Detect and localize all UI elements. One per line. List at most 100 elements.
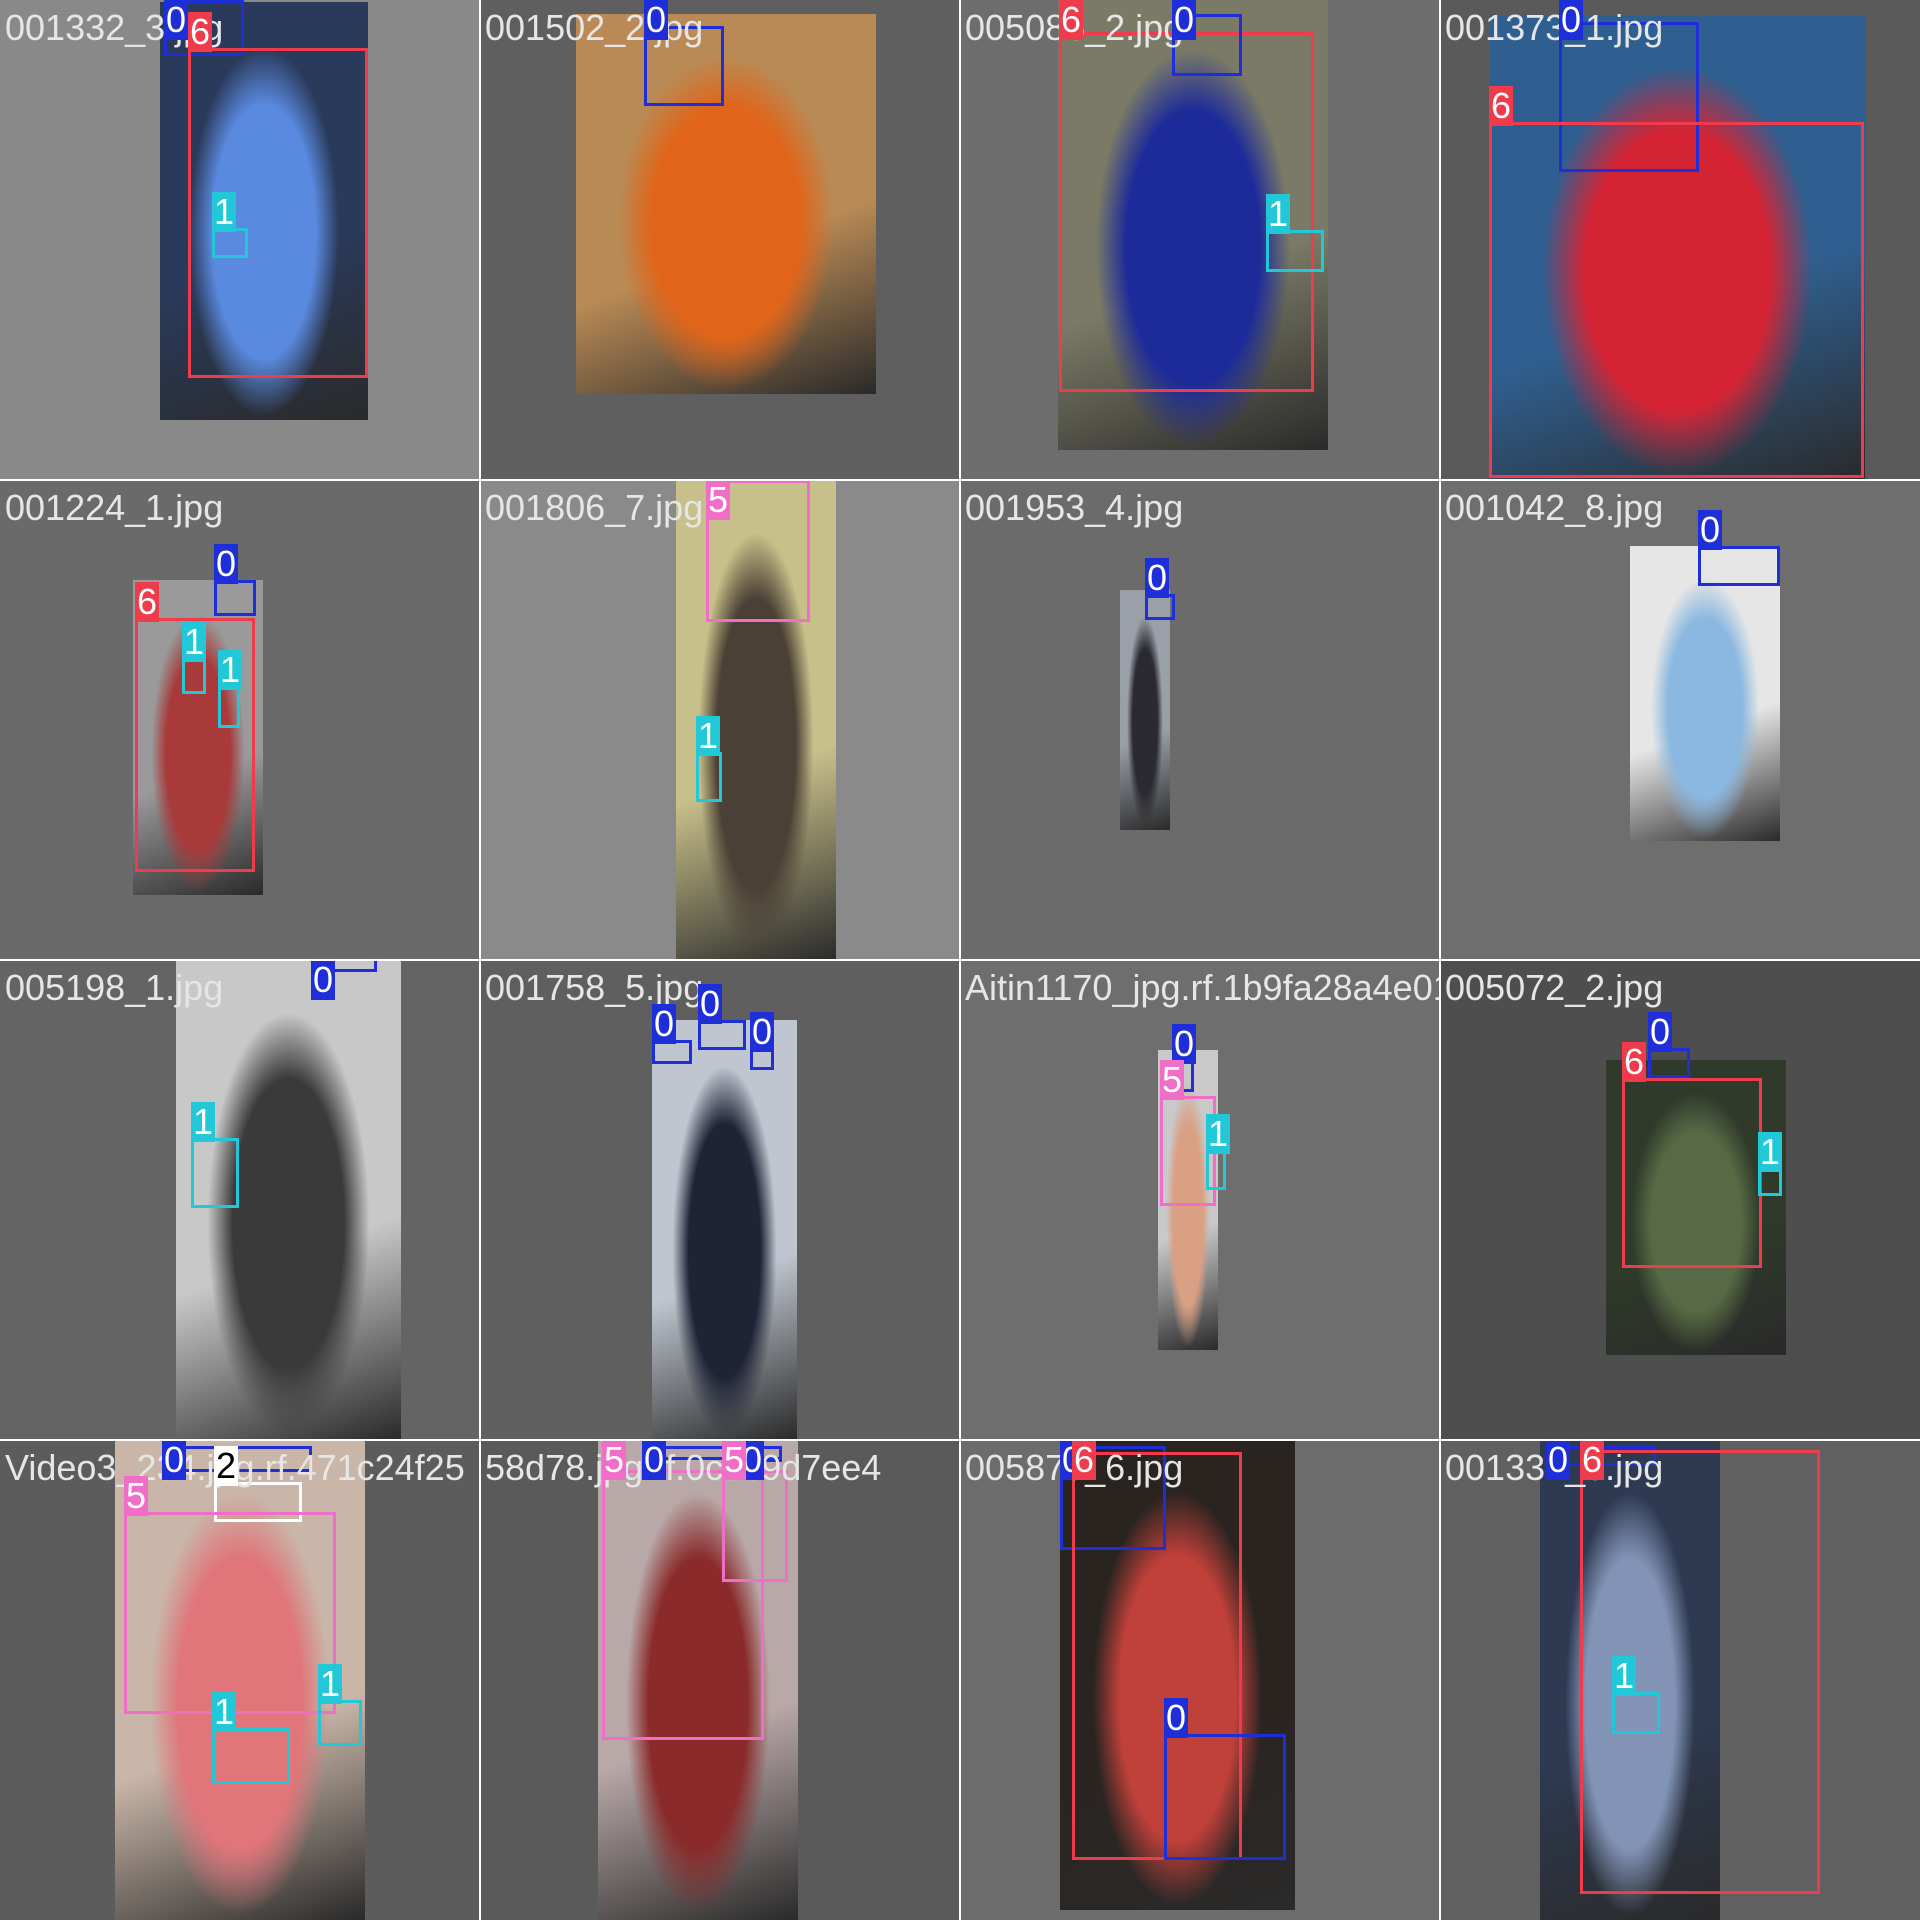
class-6-box	[1580, 1450, 1820, 1894]
class-5-box	[706, 480, 810, 622]
training-image-crop	[176, 960, 401, 1440]
training-image-crop	[160, 2, 368, 420]
training-image-crop	[576, 14, 876, 394]
class-label-tag: 5	[1160, 1059, 1185, 1100]
class-label-tag: 6	[1622, 1041, 1647, 1082]
class-0-box	[1172, 14, 1242, 76]
class-label-tag: 1	[318, 1663, 343, 1704]
class-label-tag: 1	[1758, 1131, 1783, 1172]
class-6-box	[1622, 1078, 1762, 1268]
tile-filename: 001373_1.jpg	[1445, 7, 1664, 48]
tile-filename: 001502_2.jpg	[485, 7, 704, 48]
class-1-box	[218, 686, 240, 728]
grid-divider-horizontal	[0, 959, 1920, 961]
class-5-box	[124, 1512, 336, 1714]
class-label-tag: 0	[1546, 1440, 1571, 1480]
tile-filename: Aitin1170_jpg.rf.1b9fa28a4e01ec842a39db0	[965, 967, 1440, 1008]
tile-filename: 005072_2.jpg	[1445, 967, 1664, 1008]
mosaic-tile: 005086_2.jpg601	[960, 0, 1440, 480]
class-label-tag: 1	[1206, 1113, 1231, 1154]
mosaic-tile: 005072_2.jpg 0 6 1	[1440, 960, 1920, 1440]
class-6-box	[1072, 1452, 1242, 1860]
class-label-tag: 1	[191, 1101, 216, 1142]
class-label-tag: 0	[311, 960, 336, 1000]
class-1-box	[212, 1728, 290, 1784]
class-label-tag: 5	[706, 480, 731, 520]
class-1-box	[212, 228, 248, 258]
class-0-box	[1060, 1446, 1166, 1550]
class-label-tag: 0	[162, 1440, 187, 1480]
class-label-tag: 5	[124, 1475, 149, 1516]
class-label-tag: 1	[696, 715, 721, 756]
class-label-tag: 0	[164, 0, 189, 40]
mosaic-tile: 001758_5.jpg 0 0 0	[480, 960, 960, 1440]
class-label-tag: 6	[1072, 1440, 1097, 1480]
class-label-tag: 1	[212, 1691, 237, 1732]
class-label-tag: 5	[602, 1440, 627, 1480]
mosaic-tile: 005198_1.jpg 0 1	[0, 960, 480, 1440]
mosaic-tile: 001224_1.jpg 0 6 1 1	[0, 480, 480, 960]
training-image-crop	[1606, 1060, 1786, 1355]
tile-filename: 58d78.jpg.rf.0c0c9d7ee4	[485, 1447, 882, 1488]
class-1-box	[1266, 230, 1324, 272]
tile-filename: 001806_7.jpg	[485, 487, 704, 528]
class-0-box	[1648, 1048, 1690, 1078]
tile-filename: 001224_1.jpg	[5, 487, 224, 528]
training-image-crop	[1490, 16, 1865, 480]
class-1-box	[696, 752, 722, 802]
class-label-tag: 1	[212, 191, 237, 232]
class-6-box	[135, 618, 255, 872]
class-0-box	[644, 26, 724, 106]
mosaic-tile: Aitin1170_jpg.rf.1b9fa28a4e01ec842a39db0…	[960, 960, 1440, 1440]
class-label-tag: 0	[1172, 0, 1197, 40]
class-label-tag: 5	[722, 1440, 747, 1480]
class-label-tag: 0	[214, 543, 239, 584]
class-1-box	[1758, 1168, 1782, 1196]
class-1-box	[318, 1700, 362, 1746]
class-label-tag: 1	[182, 621, 207, 662]
grid-divider-horizontal	[0, 1439, 1920, 1441]
class-label-tag: 1	[218, 649, 243, 690]
class-label-tag: 6	[1580, 1440, 1605, 1480]
tile-filename: 001953_4.jpg	[965, 487, 1184, 528]
class-label-tag: 0	[1172, 1023, 1197, 1064]
class-1-box	[1612, 1692, 1660, 1734]
training-image-crop	[1120, 590, 1170, 830]
tile-filename: 005198_1.jpg	[5, 967, 224, 1008]
training-image-crop	[598, 1440, 798, 1920]
class-label-tag: 0	[1164, 1697, 1189, 1738]
class-label-tag: 0	[642, 1440, 667, 1480]
class-label-tag: 0	[1559, 0, 1584, 40]
mosaic-tile: 58d78.jpg.rf.0c0c9d7ee4 0 5 0 5	[480, 1440, 960, 1920]
class-1-box	[182, 658, 206, 694]
mosaic-tile: 001042_8.jpg 0	[1440, 480, 1920, 960]
mosaic-tile: 001373_1.jpg 0 6	[1440, 0, 1920, 480]
class-label-tag: 0	[750, 1011, 775, 1052]
class-label-tag: 0	[652, 1003, 677, 1044]
class-label-tag: 6	[188, 11, 213, 52]
training-image-crop	[652, 1020, 797, 1440]
class-label-tag: 0	[698, 983, 723, 1024]
class-0-box	[698, 1020, 746, 1050]
class-0-box	[214, 580, 256, 616]
class-label-tag: 0	[1145, 557, 1170, 598]
class-1-box	[191, 1138, 239, 1208]
class-label-tag: 1	[1266, 193, 1291, 234]
class-label-tag: 0	[1648, 1011, 1673, 1052]
class-2-box	[214, 1482, 302, 1522]
class-0-box	[1559, 22, 1699, 172]
class-6-box	[1489, 122, 1864, 478]
class-label-tag: 1	[1612, 1655, 1637, 1696]
class-0-box	[1164, 1734, 1286, 1860]
class-label-tag: 2	[214, 1445, 239, 1486]
tile-filename: 001758_5.jpg	[485, 967, 704, 1008]
mosaic-tile: 001502_2.jpg 0	[480, 0, 960, 480]
training-image-crop	[1630, 546, 1780, 841]
training-image-crop	[1158, 1050, 1218, 1350]
class-label-tag: 0	[1698, 509, 1723, 550]
class-6-box	[188, 48, 368, 378]
mosaic-tile: 001953_4.jpg 0	[960, 480, 1440, 960]
